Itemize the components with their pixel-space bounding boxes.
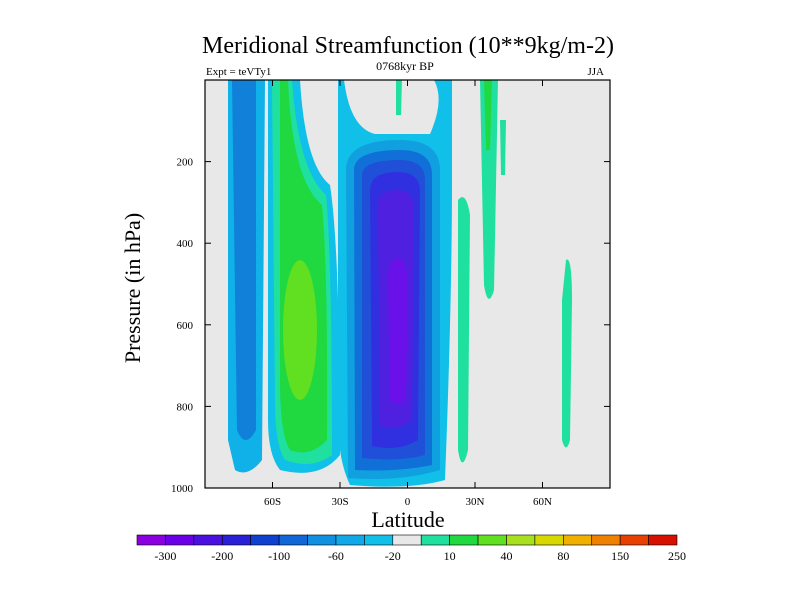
colorbar-swatch (307, 534, 337, 546)
nh-strip-1 (458, 197, 470, 463)
colorbar-swatch (477, 534, 507, 546)
colorbar-swatch (392, 534, 422, 546)
colorbar-swatch (619, 534, 649, 546)
colorbar-swatch (335, 534, 365, 546)
x-tick-label: 0 (405, 496, 411, 508)
colorbar: -300 -200 -100 -60 -20 10 40 80 150 250 (136, 534, 686, 563)
colorbar-label: 250 (668, 549, 686, 563)
y-axis: 200 400 600 800 1000 (171, 157, 610, 495)
colorbar-swatch (648, 534, 678, 546)
x-tick-label: 30N (466, 496, 485, 508)
colorbar-label: -300 (154, 549, 176, 563)
nh-strip-3 (500, 120, 506, 175)
x-axis-label: Latitude (371, 507, 444, 532)
colorbar-label: -60 (328, 549, 344, 563)
season-label: JJA (587, 66, 604, 78)
sh-positive-max (283, 260, 317, 400)
colorbar-label: 10 (444, 549, 456, 563)
colorbar-swatch (563, 534, 593, 546)
colorbar-swatch (534, 534, 564, 546)
colorbar-swatch (136, 534, 166, 546)
colorbar-swatch (278, 534, 308, 546)
experiment-label: Expt = teVTy1 (206, 66, 271, 78)
colorbar-label: -20 (385, 549, 401, 563)
colorbar-swatch (506, 534, 536, 546)
colorbar-label: 80 (557, 549, 569, 563)
colorbar-swatch (420, 534, 450, 546)
y-axis-label: Pressure (in hPa) (120, 213, 145, 363)
colorbar-swatch (221, 534, 251, 546)
colorbar-swatch (250, 534, 280, 546)
colorbar-label: 40 (500, 549, 512, 563)
colorbar-swatch (193, 534, 223, 546)
nh-strip-2-core (484, 80, 492, 150)
time-label: 0768kyr BP (376, 59, 434, 73)
colorbar-swatch (591, 534, 621, 546)
contour-field (228, 80, 572, 487)
colorbar-swatch (165, 534, 195, 546)
x-tick-label: 30S (331, 496, 348, 508)
y-tick-label: 600 (177, 320, 194, 332)
y-tick-label: 400 (177, 238, 194, 250)
y-tick-label: 200 (177, 157, 194, 169)
x-tick-label: 60S (264, 496, 281, 508)
colorbar-label: -100 (268, 549, 290, 563)
sh-ferrel-inner (232, 80, 256, 440)
chart-title: Meridional Streamfunction (10**9kg/m-2) (202, 33, 614, 59)
x-axis: 60S 30S 0 30N 60N (264, 80, 552, 508)
equator-strip (396, 80, 402, 115)
colorbar-label: 150 (611, 549, 629, 563)
colorbar-label: -200 (211, 549, 233, 563)
colorbar-swatch (449, 534, 479, 546)
nh-strip-2 (480, 80, 498, 299)
y-tick-label: 800 (177, 401, 194, 413)
hadley-core (388, 258, 408, 404)
x-tick-label: 60N (533, 496, 552, 508)
nh-polar-strip (562, 259, 572, 448)
colorbar-swatch (364, 534, 394, 546)
y-tick-label: 1000 (171, 483, 194, 495)
